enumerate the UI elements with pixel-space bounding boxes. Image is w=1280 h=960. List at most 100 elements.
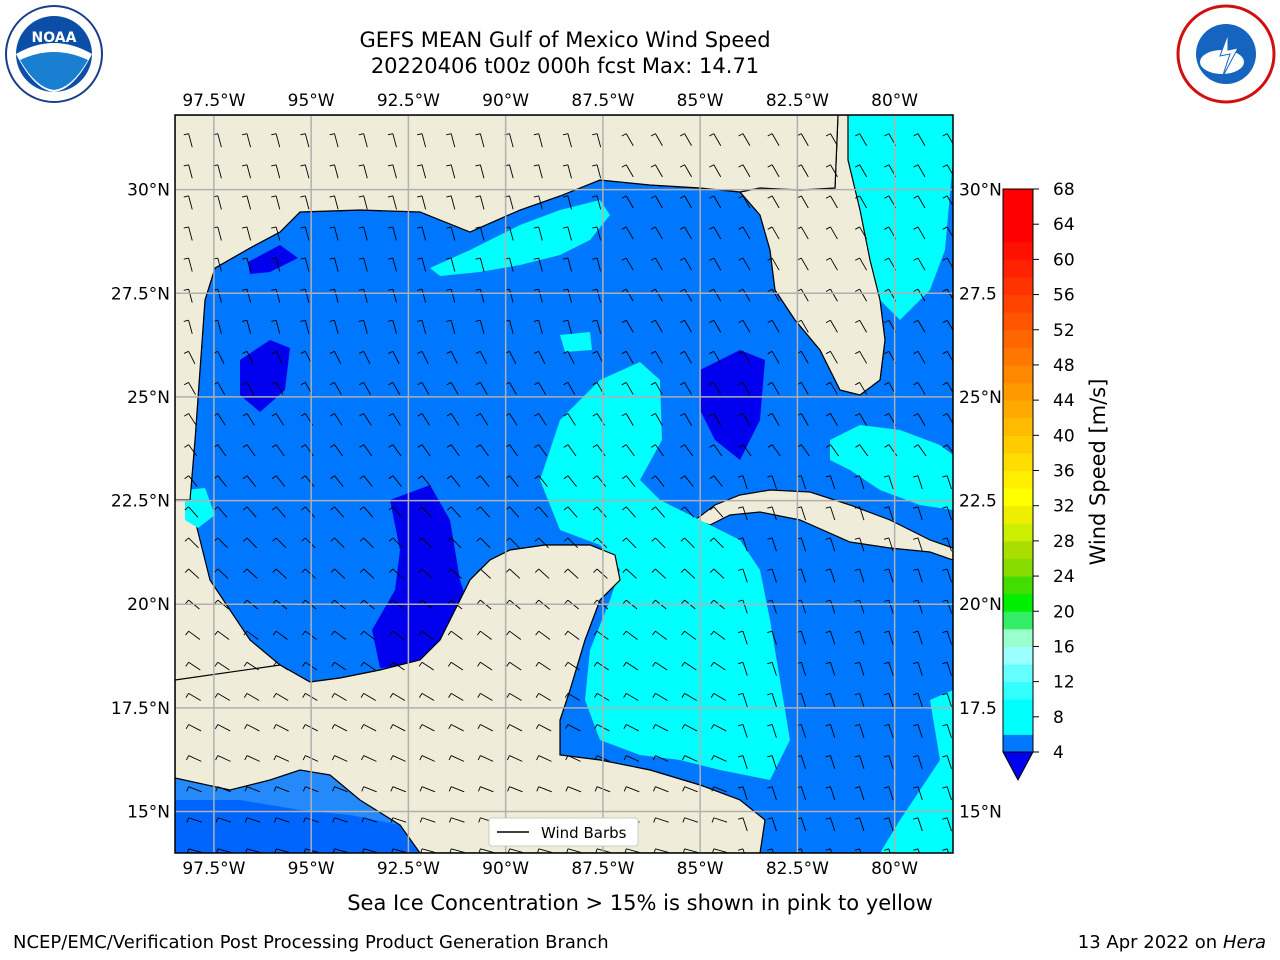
wind-barb	[946, 848, 949, 853]
wind-barb-flag	[942, 382, 948, 386]
wind-barb	[771, 848, 774, 853]
wind-barb-flag	[884, 257, 890, 261]
colorbar-tick-label: 68	[1053, 180, 1075, 200]
wind-barb-flag	[825, 475, 831, 478]
wind-barb	[888, 506, 894, 521]
wind-barb-flag	[621, 133, 627, 137]
wind-barb-flag	[709, 475, 715, 480]
wind-barb	[742, 848, 745, 853]
wind-barb-flag	[477, 693, 481, 698]
wind-barb-flag	[767, 226, 773, 230]
wind-barb-flag	[215, 755, 219, 761]
wind-barb	[655, 630, 667, 640]
wind-barb	[363, 568, 375, 579]
wind-barb	[363, 226, 368, 241]
wind-barb	[392, 630, 405, 640]
wind-barb-flag	[387, 226, 393, 229]
wind-barb	[334, 289, 339, 303]
wind-barb-flag	[446, 133, 452, 136]
wind-barb-flag	[271, 288, 277, 291]
wind-barb	[771, 724, 777, 738]
wind-barb	[480, 537, 491, 549]
wind-barb-flag	[621, 226, 627, 230]
wind-barb	[275, 568, 287, 579]
wind-barb	[334, 630, 347, 640]
wind-barb	[363, 444, 373, 457]
x-tick-label-top: 95°W	[288, 91, 335, 111]
colorbar-segment	[1003, 734, 1033, 753]
colorbar-segment	[1003, 716, 1033, 735]
wind-barb	[188, 817, 203, 823]
wind-barb-flag	[271, 475, 277, 480]
colorbar-tick-label: 20	[1053, 602, 1075, 622]
wind-barb-flag	[214, 693, 219, 698]
wind-barb-flag	[738, 444, 744, 448]
wind-barb-flag	[417, 444, 423, 448]
gulf-west-edge-high	[185, 488, 215, 528]
wind-barb-flag	[300, 382, 306, 386]
wind-barb-flag	[535, 662, 540, 667]
wind-barb	[188, 755, 202, 762]
wind-barb	[771, 444, 781, 457]
colorbar-label: Wind Speed [m/s]	[1086, 379, 1110, 566]
wind-barb	[538, 506, 549, 518]
wind-barb	[188, 320, 193, 334]
wind-barb-flag	[272, 568, 277, 573]
wind-barb-flag	[506, 693, 510, 698]
wind-barb-flag	[593, 568, 598, 573]
wind-barb-flag	[592, 475, 598, 480]
wind-barb-flag	[390, 786, 394, 792]
wind-barb	[275, 444, 285, 457]
wind-barb-flag	[273, 755, 277, 761]
wind-barb	[800, 599, 807, 614]
wind-barb	[946, 724, 952, 738]
colorbar-tick-label: 56	[1053, 286, 1075, 306]
wind-barb-flag	[913, 319, 919, 323]
wind-barb	[800, 320, 809, 333]
wind-barb-flag	[592, 444, 598, 448]
wind-barb-flag	[913, 506, 919, 509]
wind-barb	[479, 351, 488, 365]
campeche-low-region	[372, 485, 470, 668]
wind-barb	[596, 164, 602, 179]
wind-barb-flag	[271, 350, 277, 354]
wind-barb	[334, 195, 339, 210]
wind-barb	[625, 226, 634, 240]
wind-barb	[713, 724, 727, 732]
wind-barb	[946, 817, 952, 832]
wind-barb-flag	[507, 786, 510, 792]
wind-barb-flag	[942, 848, 948, 851]
wind-barb-flag	[448, 693, 452, 698]
wind-barb	[771, 537, 777, 552]
wind-barb-flag	[417, 350, 423, 354]
wind-barb	[538, 537, 549, 549]
wind-barb	[800, 568, 807, 583]
wind-barb	[509, 195, 514, 210]
wind-barb	[392, 413, 401, 426]
wind-barb-flag	[390, 724, 394, 730]
wind-barb	[655, 444, 664, 457]
wind-barb-flag	[622, 630, 627, 636]
wind-barb-flag	[913, 444, 919, 448]
wind-barb-flag	[592, 506, 598, 511]
wind-barb	[217, 475, 227, 487]
wind-barb-flag	[417, 413, 423, 417]
wind-barb	[188, 226, 193, 241]
wind-barb	[480, 661, 493, 671]
wind-barb-flag	[592, 195, 598, 198]
wind-barb-flag	[184, 537, 189, 542]
x-tick-label-top: 80°W	[871, 91, 918, 111]
wind-barb-flag	[711, 817, 715, 823]
colorbar-tick-label: 28	[1053, 532, 1075, 552]
wind-barb	[771, 662, 777, 676]
wind-barb-flag	[387, 195, 393, 198]
wind-barb-flag	[185, 662, 189, 667]
wind-barb	[859, 817, 865, 832]
wind-barb	[625, 133, 634, 147]
wind-barb-flag	[913, 848, 919, 851]
wind-barb	[421, 848, 436, 853]
wind-barb-flag	[592, 319, 598, 322]
nws-logo-icon	[1176, 4, 1276, 104]
wind-barb	[334, 164, 339, 179]
